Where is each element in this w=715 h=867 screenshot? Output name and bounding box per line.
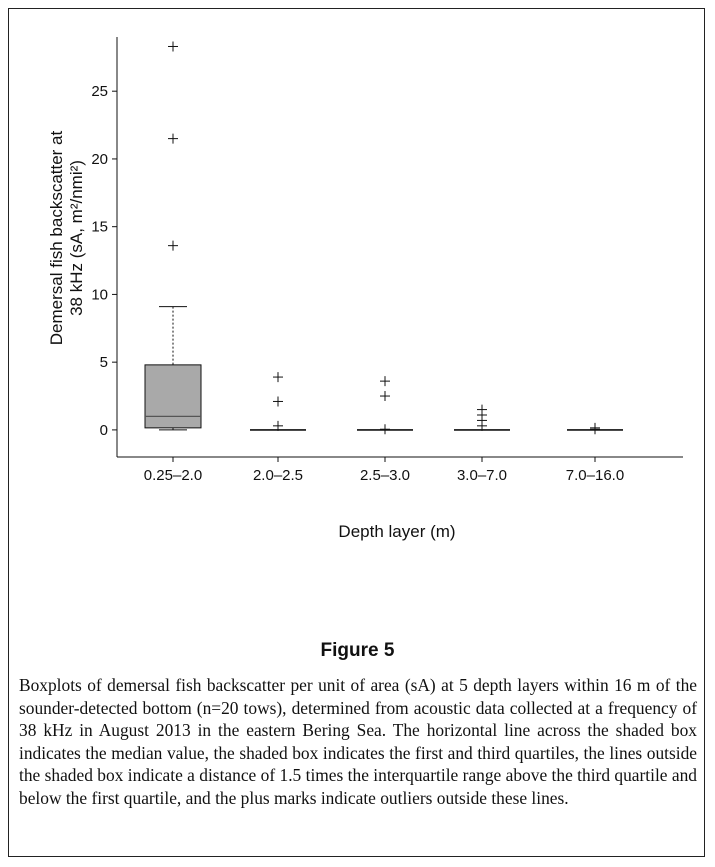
x-axis: 0.25–2.0 2.0–2.5 2.5–3.0 3.0–7.0 7.0–16.0 [117, 456, 683, 484]
box-group [357, 376, 413, 435]
x-tick-label: 3.0–7.0 [457, 467, 507, 484]
y-tick-label: 15 [91, 219, 108, 236]
boxplot-chart: 0 5 10 15 20 25 0.25–2.0 2.0–2.5 2.5–3.0 3.0–7.0… [47, 37, 683, 541]
outlier-marker [477, 404, 487, 415]
outlier-marker [380, 424, 390, 435]
y-tick-label: 25 [91, 83, 108, 100]
plot-area [144, 41, 623, 435]
x-tick-label: 2.5–3.0 [360, 467, 410, 484]
outlier-marker [273, 420, 283, 431]
box-group [250, 372, 306, 431]
box-group [454, 404, 510, 431]
y-axis: 0 5 10 15 20 25 [91, 37, 118, 457]
y-tick-label: 5 [100, 354, 108, 371]
y-tick-label: 20 [91, 151, 108, 168]
box-group [144, 41, 202, 431]
x-tick-label: 2.0–2.5 [253, 467, 303, 484]
x-tick-label: 0.25–2.0 [144, 467, 202, 484]
figure-caption: Boxplots of demersal fish backscatter pe… [19, 675, 697, 808]
outlier-marker [380, 391, 390, 402]
iqr-box [144, 364, 202, 429]
x-tick-label: 7.0–16.0 [566, 467, 624, 484]
figure-title: Figure 5 [320, 640, 395, 661]
figure-frame [8, 8, 705, 857]
outlier-marker [168, 133, 178, 144]
outlier-marker [273, 372, 283, 383]
y-tick-label: 0 [100, 422, 108, 439]
outlier-marker [168, 41, 178, 52]
outlier-marker [273, 396, 283, 407]
y-tick-label: 10 [91, 286, 108, 303]
outlier-marker [590, 422, 600, 433]
box-group [567, 422, 623, 435]
outlier-marker [168, 240, 178, 251]
outlier-marker [380, 376, 390, 387]
y-axis-label-line1: Demersal fish backscatter at [47, 130, 66, 345]
y-axis-label-line2: 38 kHz (sA, m²/nmi²) [67, 160, 86, 316]
x-axis-label: Depth layer (m) [338, 522, 455, 541]
